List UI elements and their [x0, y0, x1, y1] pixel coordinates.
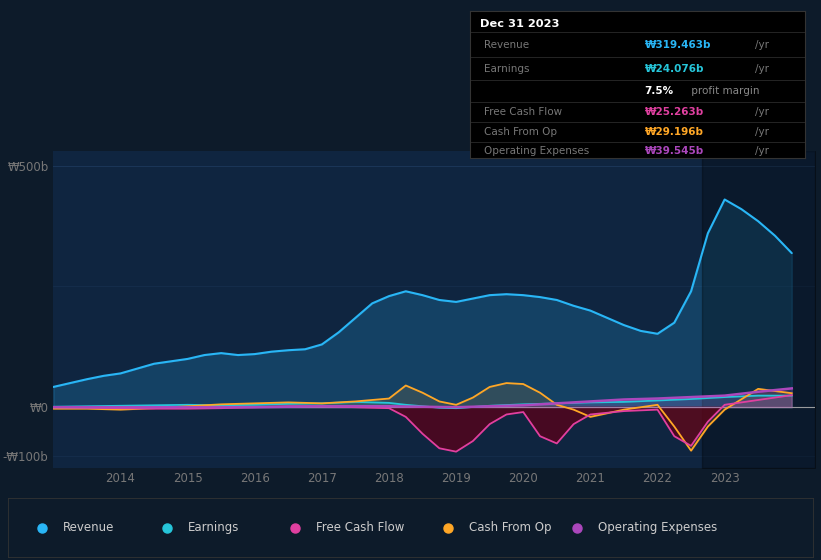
- Text: 7.5%: 7.5%: [644, 86, 674, 96]
- Text: ₩29.196b: ₩29.196b: [644, 127, 704, 137]
- Text: ₩39.545b: ₩39.545b: [644, 146, 704, 156]
- Text: Free Cash Flow: Free Cash Flow: [316, 521, 405, 534]
- Text: Earnings: Earnings: [188, 521, 239, 534]
- Text: Dec 31 2023: Dec 31 2023: [480, 18, 560, 29]
- Text: Cash From Op: Cash From Op: [470, 521, 552, 534]
- Text: Operating Expenses: Operating Expenses: [598, 521, 718, 534]
- Text: Cash From Op: Cash From Op: [484, 127, 557, 137]
- Text: /yr: /yr: [755, 63, 769, 73]
- Text: Free Cash Flow: Free Cash Flow: [484, 107, 562, 117]
- Text: ₩319.463b: ₩319.463b: [644, 40, 711, 49]
- Text: Operating Expenses: Operating Expenses: [484, 146, 589, 156]
- Text: ₩25.263b: ₩25.263b: [644, 107, 704, 117]
- Text: Revenue: Revenue: [63, 521, 114, 534]
- Text: /yr: /yr: [755, 146, 769, 156]
- Text: Earnings: Earnings: [484, 63, 530, 73]
- Text: /yr: /yr: [755, 40, 769, 49]
- Text: profit margin: profit margin: [688, 86, 759, 96]
- Text: /yr: /yr: [755, 107, 769, 117]
- Text: ₩24.076b: ₩24.076b: [644, 63, 704, 73]
- Text: Revenue: Revenue: [484, 40, 529, 49]
- Text: /yr: /yr: [755, 127, 769, 137]
